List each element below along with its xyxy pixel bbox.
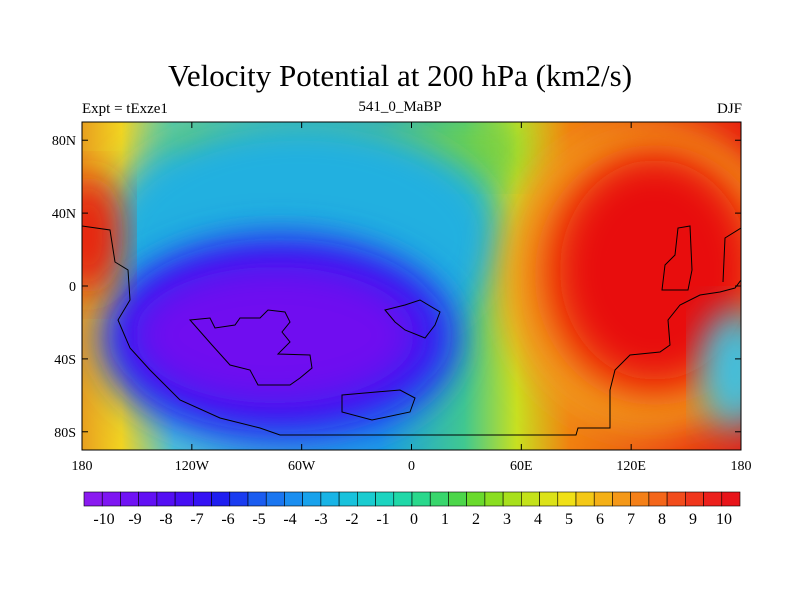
- colorbar-box: [484, 491, 504, 507]
- colorbar-box: [648, 491, 668, 507]
- colorbar-box: [721, 491, 741, 507]
- colorbar-box: [138, 491, 158, 507]
- colorbar-label: 3: [503, 511, 511, 528]
- colorbar-label: -3: [314, 511, 327, 528]
- colorbar-box: [411, 491, 431, 507]
- colorbar-box: [539, 491, 559, 507]
- colorbar-label: -2: [345, 511, 358, 528]
- colorbar-label: -9: [128, 511, 141, 528]
- colorbar-label: 10: [716, 511, 732, 528]
- colorbar-box: [630, 491, 650, 507]
- experiment-label: Expt = tExze1: [82, 101, 168, 117]
- colorbar-box: [357, 491, 376, 507]
- colorbar-box: [393, 491, 413, 507]
- colorbar-box: [193, 491, 212, 507]
- colorbar-box: [265, 491, 285, 507]
- continent-outline-1: [188, 309, 313, 386]
- colorbar-label: 4: [534, 511, 542, 528]
- coastline: [82, 225, 741, 436]
- colorbar-box: [593, 491, 613, 507]
- colorbar-box: [83, 491, 103, 507]
- colorbar: -10 -9 -8 -7 -6 -5 -4 -3 -2 -1 0 1 2 3 4 5 6 7 8 9 10: [83, 491, 741, 528]
- colorbar-box: [120, 491, 139, 507]
- colorbar-box: [448, 491, 467, 507]
- continent-outline-5: [722, 227, 741, 283]
- colorbar-box: [211, 491, 231, 507]
- colorbar-box: [521, 491, 540, 507]
- field-map: [82, 122, 741, 450]
- y-tick-label: 80N: [52, 134, 76, 149]
- x-tick-label: 0: [408, 459, 415, 474]
- y-tick-label: 40N: [52, 207, 76, 222]
- colorbar-box: [666, 491, 686, 507]
- colorbar-label: 2: [472, 511, 480, 528]
- continent-outline-2: [384, 299, 441, 339]
- x-tick-label: 120E: [616, 459, 646, 474]
- colorbar-box: [284, 491, 303, 507]
- colorbar-box: [320, 491, 340, 507]
- y-tick-label: 0: [69, 280, 76, 295]
- x-tick-label: 120W: [175, 459, 210, 474]
- colorbar-label: 0: [410, 511, 418, 528]
- colorbar-label: -5: [252, 511, 265, 528]
- colorbar-label: 9: [689, 511, 697, 528]
- y-tick-label: 40S: [54, 353, 76, 368]
- colorbar-box: [174, 491, 194, 507]
- x-tick-label: 60W: [288, 459, 316, 474]
- y-axis: 80N 40N 0 40S 80S: [52, 134, 741, 441]
- colorbar-box: [466, 491, 486, 507]
- colorbar-label: -4: [283, 511, 296, 528]
- colorbar-label: -7: [190, 511, 203, 528]
- colorbar-label: -6: [221, 511, 234, 528]
- colorbar-box: [156, 491, 176, 507]
- chart-title: Velocity Potential at 200 hPa (km2/s): [167, 58, 633, 93]
- x-tick-label: 60E: [510, 459, 533, 474]
- x-tick-label: 180: [731, 459, 752, 474]
- x-tick-label: 180: [72, 459, 93, 474]
- colorbar-label: 6: [596, 511, 604, 528]
- colorbar-label: -1: [376, 511, 389, 528]
- continent-outline-4: [661, 225, 693, 291]
- colorbar-label: 5: [565, 511, 573, 528]
- colorbar-box: [703, 491, 723, 507]
- colorbar-box: [685, 491, 704, 507]
- colorbar-label: 7: [627, 511, 635, 528]
- colorbar-box: [575, 491, 595, 507]
- colorbar-box: [338, 491, 358, 507]
- colorbar-box: [247, 491, 267, 507]
- colorbar-box: [612, 491, 631, 507]
- colorbar-label: 1: [441, 511, 449, 528]
- colorbar-box: [375, 491, 395, 507]
- y-tick-label: 80S: [54, 426, 76, 441]
- colorbar-box: [502, 491, 522, 507]
- colorbar-box: [229, 491, 249, 507]
- colorbar-label: 8: [658, 511, 666, 528]
- continent-outline-3: [341, 389, 416, 421]
- colorbar-label: -8: [159, 511, 172, 528]
- colorbar-box: [101, 491, 121, 507]
- colorbar-box: [429, 491, 449, 507]
- center-label: 541_0_MaBP: [358, 99, 442, 115]
- x-axis: 180 120W 60W 0 60E 120E 180: [72, 122, 752, 474]
- colorbar-box: [557, 491, 577, 507]
- season-label: DJF: [716, 101, 742, 117]
- colorbar-box: [302, 491, 322, 507]
- colorbar-label: -10: [93, 511, 114, 528]
